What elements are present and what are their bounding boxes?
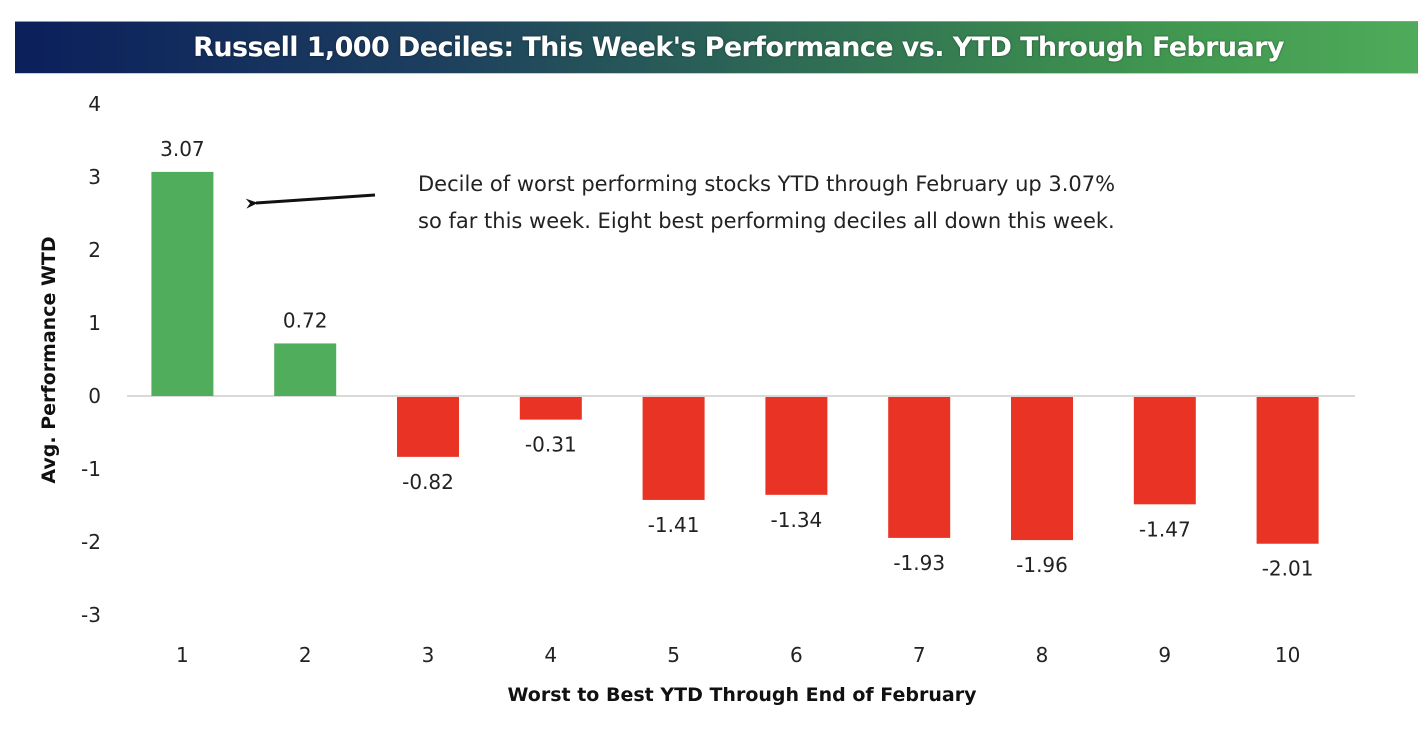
y-tick-label: -3 — [81, 603, 101, 627]
y-tick-label: 3 — [88, 165, 101, 189]
data-label: -2.01 — [1262, 557, 1314, 581]
x-tick-label: 7 — [913, 643, 926, 667]
bar-decile-9 — [1133, 397, 1196, 505]
data-label: -1.34 — [771, 508, 823, 532]
bar-decile-8 — [1011, 397, 1073, 541]
bar-decile-4 — [519, 397, 582, 420]
annotation-arrow — [245, 193, 376, 209]
x-tick-label: 4 — [544, 643, 557, 667]
y-axis-ticks: 4 3 2 1 0 -1 -2 -3 — [81, 92, 101, 627]
x-tick-label: 8 — [1036, 643, 1049, 667]
y-tick-label: 4 — [88, 92, 101, 116]
bar-decile-3 — [397, 397, 459, 457]
data-label: -1.47 — [1139, 517, 1191, 541]
y-tick-label: 0 — [88, 384, 101, 408]
bar-decile-7 — [888, 397, 951, 538]
x-tick-label: 10 — [1275, 643, 1300, 667]
chart-title: Russell 1,000 Deciles: This Week's Perfo… — [193, 32, 1284, 63]
data-label: 3.07 — [160, 137, 205, 161]
y-axis-title: Avg. Performance WTD — [38, 236, 60, 483]
annotation-line-2: so far this week. Eight best performing … — [418, 209, 1115, 233]
data-labels: 3.07 0.72 -0.82 -0.31 -1.41 -1.34 -1.93 -1.96 -1… — [160, 137, 1313, 581]
x-tick-label: 6 — [790, 643, 803, 667]
x-tick-label: 1 — [176, 643, 189, 667]
x-tick-label: 3 — [422, 643, 435, 667]
y-tick-label: -2 — [81, 530, 101, 554]
x-tick-label: 2 — [299, 643, 312, 667]
x-tick-label: 5 — [667, 643, 680, 667]
bar-decile-5 — [642, 397, 705, 500]
annotation-line-1: Decile of worst performing stocks YTD th… — [418, 172, 1115, 196]
title-bar: Russell 1,000 Deciles: This Week's Perfo… — [15, 21, 1418, 74]
data-label: -1.96 — [1016, 553, 1068, 577]
bar-decile-10 — [1256, 397, 1319, 544]
x-axis-ticks: 1 2 3 4 5 6 7 8 9 10 — [176, 643, 1300, 667]
data-label: -0.82 — [402, 470, 454, 494]
y-tick-label: 1 — [88, 311, 101, 335]
x-tick-label: 9 — [1158, 643, 1171, 667]
data-label: -1.41 — [648, 513, 700, 537]
data-label: -1.93 — [893, 551, 945, 575]
bar-decile-1 — [151, 171, 214, 396]
bars — [151, 171, 1319, 544]
bar-decile-6 — [765, 397, 828, 495]
bar-decile-2 — [274, 343, 337, 396]
x-axis-title: Worst to Best YTD Through End of Februar… — [508, 684, 978, 706]
y-tick-label: -1 — [81, 457, 101, 481]
data-label: 0.72 — [283, 308, 328, 332]
y-tick-label: 2 — [88, 238, 101, 262]
data-label: -0.31 — [525, 433, 577, 457]
